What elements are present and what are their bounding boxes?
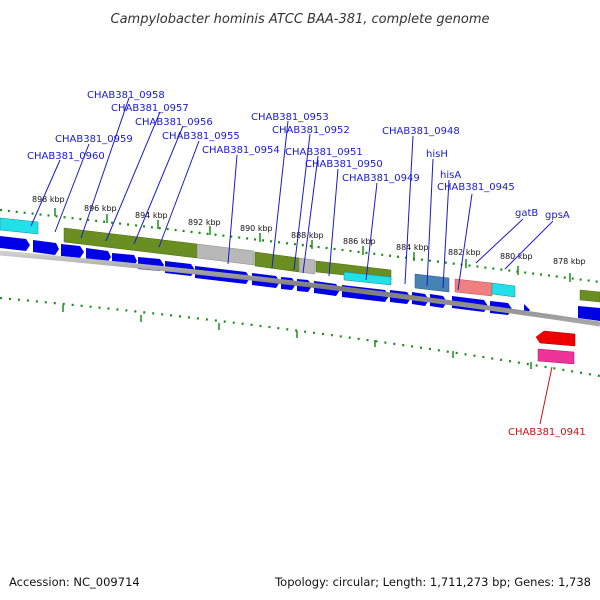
- tick-label-898: 898 kbp: [32, 195, 65, 204]
- gene-labels: CHAB381_0958 CHAB381_0957 CHAB381_0956 C…: [27, 90, 586, 438]
- gene-label-gpsA[interactable]: gpsA: [545, 210, 570, 221]
- feature-olive-right[interactable]: [579, 289, 600, 303]
- map-title: Campylobacter hominis ATCC BAA-381, comp…: [111, 12, 490, 27]
- gene-label-CHAB381_0945[interactable]: CHAB381_0945: [437, 182, 515, 193]
- gene-label-CHAB381_0960[interactable]: CHAB381_0960: [27, 151, 105, 162]
- lower-dotted-ring: [0, 296, 600, 378]
- tick-label-896: 896 kbp: [84, 204, 117, 213]
- feature-cyan-right[interactable]: [491, 282, 516, 298]
- tick-890: 890 kbp: [240, 224, 273, 242]
- upper-dotted-ring: [0, 208, 600, 284]
- gene-arrow[interactable]: [33, 240, 59, 255]
- gene-label-CHAB381_0958[interactable]: CHAB381_0958: [87, 90, 165, 101]
- feature-grey[interactable]: [196, 243, 255, 266]
- gene-label-CHAB381_0954[interactable]: CHAB381_0954: [202, 145, 280, 156]
- feature-olive-long[interactable]: [63, 227, 198, 259]
- scale-ticks: 898 kbp 896 kbp 894 kbp 892 kbp 890 kbp …: [32, 195, 586, 282]
- gene-label-CHAB381_0959[interactable]: CHAB381_0959: [55, 134, 133, 145]
- gene-label-hisA[interactable]: hisA: [440, 170, 461, 181]
- gene-label-CHAB381_0952[interactable]: CHAB381_0952: [272, 125, 350, 136]
- gene-label-CHAB381_0955[interactable]: CHAB381_0955: [162, 131, 240, 142]
- tick-label-894: 894 kbp: [135, 211, 168, 220]
- gene-arrow[interactable]: [578, 306, 600, 321]
- feature-steelblue[interactable]: [414, 273, 450, 293]
- tick-896: 896 kbp: [84, 204, 117, 223]
- tick-882: 882 kbp: [448, 248, 481, 268]
- tick-label-880: 880 kbp: [500, 252, 533, 261]
- feature-red[interactable]: [535, 330, 576, 347]
- reverse-features: [535, 330, 576, 365]
- feature-salmon[interactable]: [454, 278, 493, 297]
- feature-grey-small[interactable]: [298, 257, 316, 275]
- accession-text: Accession: NC_009714: [9, 575, 140, 589]
- tick-label-886: 886 kbp: [343, 237, 376, 246]
- gene-label-CHAB381_0941[interactable]: CHAB381_0941: [508, 427, 586, 438]
- tick-894: 894 kbp: [135, 211, 168, 229]
- topology-summary: Topology: circular; Length: 1,711,273 bp…: [274, 575, 591, 589]
- feature-cyan-left[interactable]: [0, 217, 39, 235]
- tick-898: 898 kbp: [32, 195, 65, 216]
- genome-backbone: [0, 250, 600, 327]
- tick-884: 884 kbp: [396, 243, 429, 261]
- gene-label-hisH[interactable]: hisH: [426, 149, 448, 160]
- tick-label-884: 884 kbp: [396, 243, 429, 252]
- feature-pink[interactable]: [537, 348, 575, 365]
- tick-label-892: 892 kbp: [188, 218, 221, 227]
- gene-label-CHAB381_0948[interactable]: CHAB381_0948: [382, 126, 460, 137]
- leader-lines: [30, 97, 554, 291]
- gene-arrow[interactable]: [61, 244, 84, 258]
- tick-878: 878 kbp: [553, 257, 586, 282]
- gene-label-CHAB381_0956[interactable]: CHAB381_0956: [135, 117, 213, 128]
- tick-label-882: 882 kbp: [448, 248, 481, 257]
- tick-892: 892 kbp: [188, 218, 221, 235]
- red-leader-line: [539, 366, 553, 425]
- gene-label-CHAB381_0949[interactable]: CHAB381_0949: [342, 173, 420, 184]
- feature-cyan-mid[interactable]: [343, 271, 392, 286]
- gene-label-CHAB381_0950[interactable]: CHAB381_0950: [305, 159, 383, 170]
- gene-label-CHAB381_0951[interactable]: CHAB381_0951: [285, 147, 363, 158]
- feature-band: [0, 217, 600, 303]
- tick-886: 886 kbp: [343, 237, 376, 255]
- feature-olive-2[interactable]: [254, 251, 300, 273]
- gene-label-CHAB381_0953[interactable]: CHAB381_0953: [251, 112, 329, 123]
- gene-arrows: [0, 236, 600, 321]
- gene-label-CHAB381_0957[interactable]: CHAB381_0957: [111, 103, 189, 114]
- gene-label-gatB[interactable]: gatB: [515, 208, 538, 219]
- tick-label-878: 878 kbp: [553, 257, 586, 266]
- tick-label-890: 890 kbp: [240, 224, 273, 233]
- gene-arrow[interactable]: [0, 236, 30, 251]
- tick-880: 880 kbp: [500, 252, 533, 275]
